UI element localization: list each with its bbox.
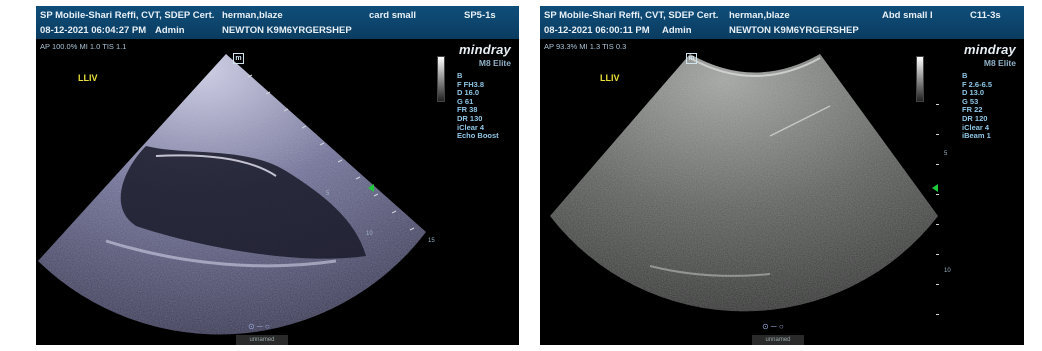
setting-mode: B (457, 71, 463, 80)
probe-name: SP5-1s (464, 10, 496, 21)
exam-datetime: 08-12-2021 06:00:11 PM (544, 25, 650, 36)
anatomy-label: LLIV (78, 73, 98, 83)
anatomy-label: LLIV (600, 73, 620, 83)
exam-preset: Abd small I (882, 10, 933, 21)
setting-mode: B (962, 71, 968, 80)
setting-dynamic-range: DR 130 (457, 113, 483, 123)
setting-gain: G 53 (962, 96, 979, 106)
setting-dynamic-range: DR 120 (962, 113, 988, 123)
setting-frequency: F FH3.8 (457, 79, 485, 89)
ultrasound-panel-right: SP Mobile-Shari Reffi, CVT, SDEP Cert. h… (540, 6, 1024, 345)
probe-name: C11-3s (970, 10, 1001, 21)
setting-frame-rate: FR 38 (457, 105, 478, 115)
probe-position-icon: ⊙ ─ ○ (762, 322, 784, 331)
setting-gain: G 61 (457, 96, 474, 106)
depth-scale-label: 10 (366, 231, 373, 237)
depth-scale-label: 15 (428, 238, 435, 244)
setting-frame-rate: FR 22 (962, 105, 983, 115)
setting-iclear: iClear 4 (962, 122, 990, 132)
patient-name: herman,blaze (729, 10, 790, 21)
focus-marker-icon (932, 184, 938, 192)
patient-id: NEWTON K9M6YRGERSHEP (729, 25, 859, 36)
brand-logo: mindray (459, 42, 511, 57)
probe-position-icon: ⊙ ─ ○ (248, 322, 270, 331)
setting-frequency: F 2.6-6.5 (962, 79, 993, 89)
ultrasound-image-right (550, 54, 939, 315)
user-name: Admin (155, 25, 185, 36)
ultrasound-panel-left: SP Mobile-Shari Reffi, CVT, SDEP Cert. h… (36, 6, 519, 345)
exam-preset: card small (369, 10, 416, 21)
patient-id: NEWTON K9M6YRGERSHEP (222, 25, 352, 36)
setting-iclear: iClear 4 (457, 122, 485, 132)
system-model: M8 Elite (478, 58, 511, 68)
header-bar: SP Mobile-Shari Reffi, CVT, SDEP Cert. h… (540, 6, 1024, 39)
grayscale-bar (916, 56, 924, 102)
setting-ibeam: iBeam 1 (962, 131, 991, 141)
depth-scale-label: 5 (326, 191, 330, 197)
footer-label: unnamed (752, 335, 804, 345)
grayscale-bar (437, 56, 445, 102)
setting-depth: D 13.0 (962, 88, 985, 98)
depth-scale-label: 10 (944, 268, 951, 274)
imaging-settings: B F FH3.8 D 16.0 G 61 FR 38 DR 130 iClea… (457, 71, 513, 141)
acoustic-output: AP 100.0% MI 1.0 TIS 1.1 (40, 42, 127, 51)
brand-logo: mindray (964, 42, 1016, 57)
setting-echo-boost: Echo Boost (457, 131, 499, 141)
operator-name: SP Mobile-Shari Reffi, CVT, SDEP Cert. (544, 10, 719, 21)
setting-depth: D 16.0 (457, 88, 480, 98)
ultrasound-image-left (38, 54, 426, 335)
acoustic-output: AP 93.3% MI 1.3 TIS 0.3 (544, 42, 627, 51)
exam-datetime: 08-12-2021 06:04:27 PM (40, 25, 147, 36)
patient-name: herman,blaze (222, 10, 283, 21)
user-name: Admin (662, 25, 692, 36)
orientation-marker-icon: m (686, 53, 697, 64)
footer-label: unnamed (236, 335, 288, 345)
focus-marker-icon (368, 184, 374, 192)
operator-name: SP Mobile-Shari Reffi, CVT, SDEP Cert. (40, 10, 215, 21)
orientation-marker-icon: m (233, 53, 244, 64)
depth-scale-label: 5 (944, 151, 948, 157)
system-model: M8 Elite (983, 58, 1016, 68)
imaging-settings: B F 2.6-6.5 D 13.0 G 53 FR 22 DR 120 iCl… (962, 71, 1018, 141)
header-bar: SP Mobile-Shari Reffi, CVT, SDEP Cert. h… (36, 6, 519, 39)
